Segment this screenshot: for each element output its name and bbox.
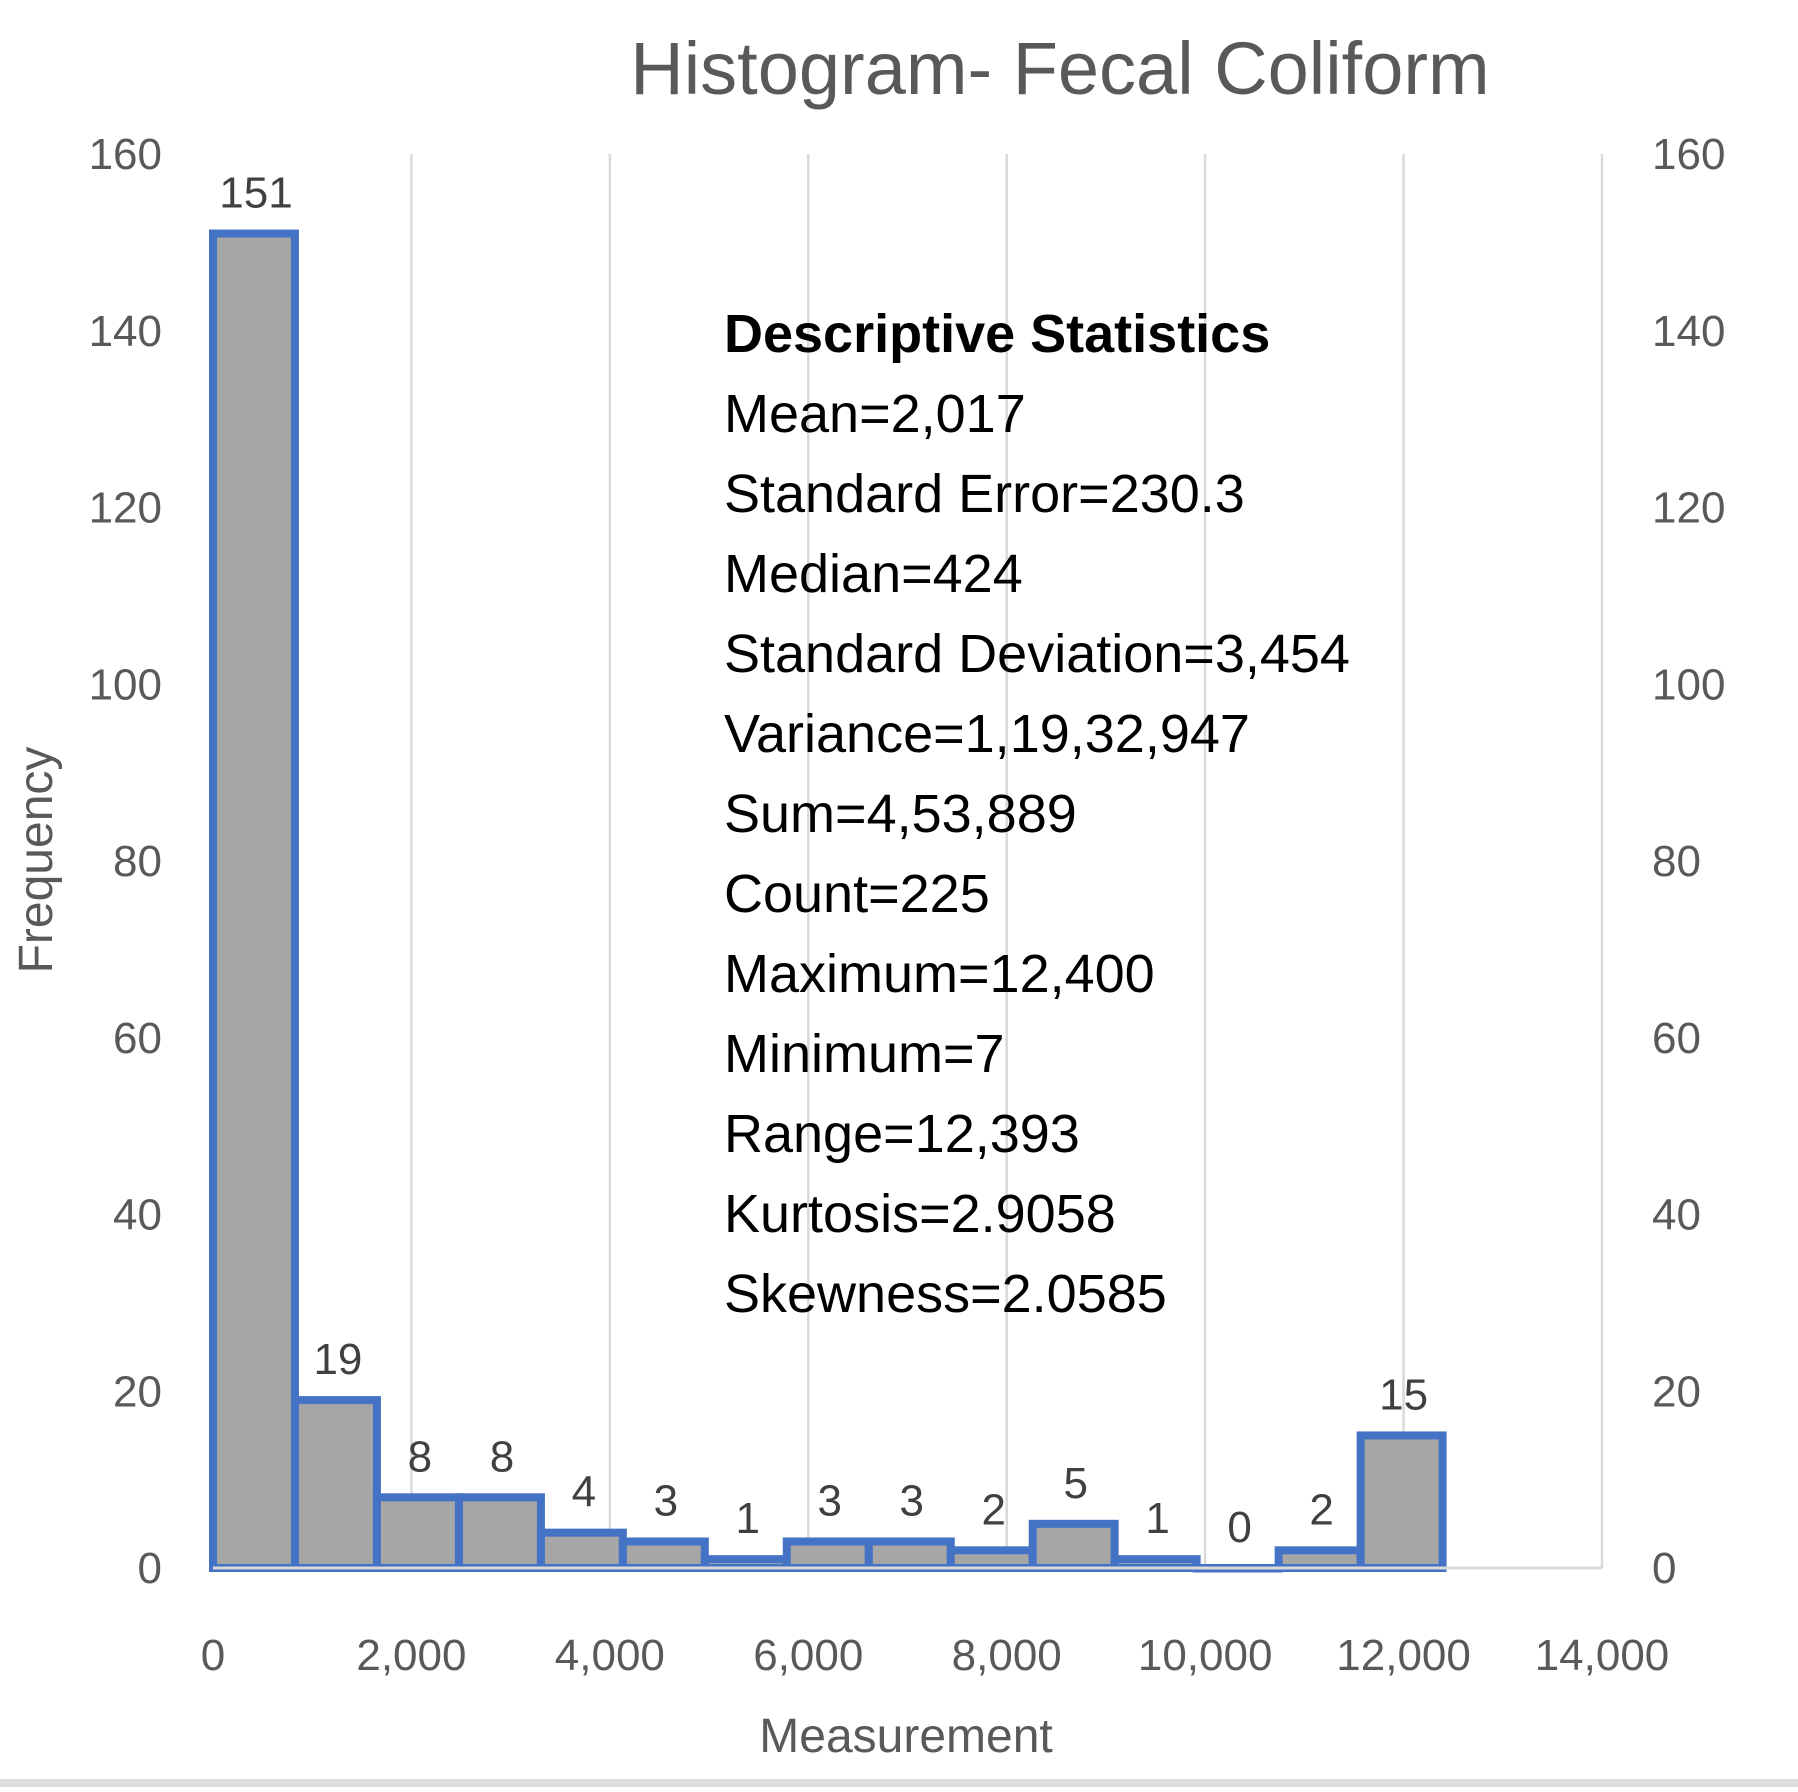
histogram-bar bbox=[454, 1493, 545, 1573]
y-tick-label-left: 140 bbox=[89, 307, 162, 356]
x-tick-label: 6,000 bbox=[753, 1631, 863, 1680]
histogram-bar bbox=[1274, 1546, 1365, 1572]
histogram-bar bbox=[372, 1493, 463, 1573]
stats-line: Kurtosis=2.9058 bbox=[724, 1184, 1116, 1244]
histogram-bar bbox=[864, 1537, 955, 1573]
stats-line: Variance=1,19,32,947 bbox=[724, 704, 1250, 764]
bar-value-label: 3 bbox=[817, 1476, 841, 1525]
y-tick-label-right: 0 bbox=[1652, 1544, 1676, 1593]
histogram-bar bbox=[946, 1546, 1037, 1572]
y-tick-label-left: 160 bbox=[89, 130, 162, 179]
bar-value-label: 4 bbox=[572, 1468, 596, 1517]
y-tick-label-right: 60 bbox=[1652, 1014, 1701, 1063]
stats-heading: Descriptive Statistics bbox=[724, 304, 1270, 364]
y-tick-label-left: 0 bbox=[138, 1544, 162, 1593]
bar-value-label: 8 bbox=[490, 1432, 514, 1481]
x-tick-label: 8,000 bbox=[952, 1631, 1062, 1680]
stats-line: Standard Error=230.3 bbox=[724, 464, 1245, 524]
stats-line: Sum=4,53,889 bbox=[724, 784, 1077, 844]
stats-line: Count=225 bbox=[724, 864, 990, 924]
bottom-border bbox=[0, 1779, 1798, 1787]
stats-line: Skewness=2.0585 bbox=[724, 1264, 1167, 1324]
histogram-bar bbox=[1356, 1431, 1447, 1572]
bar-value-label: 19 bbox=[313, 1335, 362, 1384]
y-tick-label-left: 20 bbox=[113, 1367, 162, 1416]
bar-value-label: 1 bbox=[736, 1494, 760, 1543]
bar-value-label: 3 bbox=[654, 1476, 678, 1525]
y-tick-label-right: 100 bbox=[1652, 660, 1725, 709]
x-tick-label: 0 bbox=[201, 1631, 225, 1680]
stats-line: Mean=2,017 bbox=[724, 384, 1026, 444]
x-tick-label: 12,000 bbox=[1336, 1631, 1471, 1680]
x-tick-label: 2,000 bbox=[356, 1631, 466, 1680]
descriptive-statistics-box: Descriptive Statistics Mean=2,017 Standar… bbox=[724, 304, 1350, 1324]
histogram-bar bbox=[536, 1528, 627, 1573]
y-tick-label-right: 140 bbox=[1652, 307, 1725, 356]
bar-value-label: 5 bbox=[1063, 1459, 1087, 1508]
y-tick-label-left: 60 bbox=[113, 1014, 162, 1063]
x-axis-label: Measurement bbox=[759, 1710, 1052, 1763]
y-tick-label-right: 40 bbox=[1652, 1191, 1701, 1240]
bar-value-label: 151 bbox=[219, 169, 292, 218]
bar-value-label: 2 bbox=[982, 1485, 1006, 1534]
bar-value-label: 0 bbox=[1227, 1503, 1251, 1552]
y-tick-label-right: 80 bbox=[1652, 837, 1701, 886]
histogram-bar bbox=[1028, 1519, 1119, 1572]
bar-value-label: 1 bbox=[1145, 1494, 1169, 1543]
bar-value-label: 2 bbox=[1309, 1485, 1333, 1534]
x-tick-label: 10,000 bbox=[1138, 1631, 1273, 1680]
y-tick-label-left: 80 bbox=[113, 837, 162, 886]
y-axis-label: Frequency bbox=[10, 747, 63, 974]
histogram-bar bbox=[290, 1396, 381, 1573]
stats-line: Standard Deviation=3,454 bbox=[724, 624, 1350, 684]
y-tick-label-left: 120 bbox=[89, 484, 162, 533]
y-tick-label-left: 100 bbox=[89, 660, 162, 709]
stats-line: Range=12,393 bbox=[724, 1104, 1080, 1164]
x-tick-label: 14,000 bbox=[1535, 1631, 1670, 1680]
stats-line: Minimum=7 bbox=[724, 1024, 1005, 1084]
y-tick-label-right: 120 bbox=[1652, 484, 1725, 533]
histogram-bar bbox=[782, 1537, 873, 1573]
y-tick-label-right: 20 bbox=[1652, 1367, 1701, 1416]
stats-line: Maximum=12,400 bbox=[724, 944, 1155, 1004]
chart-title: Histogram- Fecal Coliform bbox=[630, 27, 1489, 110]
x-tick-label: 4,000 bbox=[555, 1631, 665, 1680]
bar-value-label: 15 bbox=[1379, 1370, 1428, 1419]
y-tick-label-right: 160 bbox=[1652, 130, 1725, 179]
y-tick-label-left: 40 bbox=[113, 1191, 162, 1240]
bar-value-label: 8 bbox=[408, 1432, 432, 1481]
bar-value-label: 3 bbox=[900, 1476, 924, 1525]
stats-line: Median=424 bbox=[724, 544, 1023, 604]
histogram-bar bbox=[618, 1537, 709, 1573]
histogram-bar bbox=[209, 229, 299, 1573]
